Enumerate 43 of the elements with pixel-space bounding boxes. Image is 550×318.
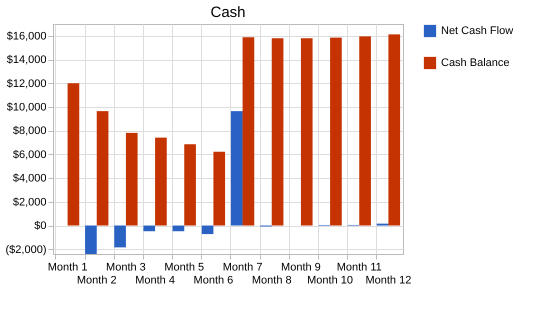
x-tick-label: Month 5: [164, 262, 204, 274]
x-tick-label: Month 12: [365, 274, 412, 286]
x-tick-label: Month 9: [281, 262, 321, 274]
legend-label: Net Cash Flow: [441, 25, 514, 37]
y-tick-label: $8,000: [12, 125, 46, 138]
bar: [85, 226, 97, 254]
bar: [213, 152, 226, 226]
bar: [388, 34, 400, 226]
bar: [230, 111, 243, 226]
y-tick-label: $12,000: [6, 78, 46, 90]
bar: [330, 38, 342, 226]
x-tick-label: Month 7: [222, 262, 262, 274]
chart-title: Cash: [210, 4, 246, 21]
y-tick-label: $2,000: [12, 196, 46, 208]
bar: [242, 37, 254, 226]
x-tick-label: Month 11: [336, 262, 382, 274]
x-tick-label: Month 10: [307, 274, 354, 286]
bar: [202, 226, 214, 234]
bar: [272, 38, 284, 226]
bar: [300, 38, 313, 226]
bar: [68, 83, 80, 226]
x-tick-label: Month 4: [135, 274, 175, 286]
y-tick-label: $16,000: [6, 30, 46, 42]
y-tick-label: $0: [34, 220, 46, 232]
x-tick-label: Month 6: [194, 274, 234, 286]
y-tick-label: $14,000: [6, 54, 46, 66]
x-tick-label: Month 8: [252, 274, 292, 286]
x-tick-label: Month 1: [48, 262, 88, 274]
bar: [155, 138, 167, 226]
bar: [126, 132, 138, 226]
bar: [96, 111, 108, 226]
bar: [172, 226, 184, 232]
bar: [184, 144, 196, 226]
y-tick-label: $6,000: [12, 148, 46, 161]
legend-label: Cash Balance: [441, 57, 510, 69]
y-tick-label: $4,000: [12, 172, 46, 185]
x-tick-label: Month 3: [106, 262, 146, 274]
y-tick-label: $10,000: [6, 101, 46, 114]
bar: [359, 36, 371, 226]
y-tick-label: ($2,000): [6, 244, 46, 256]
x-tick-label: Month 2: [76, 274, 117, 286]
bar: [143, 226, 156, 232]
bar: [114, 226, 126, 248]
